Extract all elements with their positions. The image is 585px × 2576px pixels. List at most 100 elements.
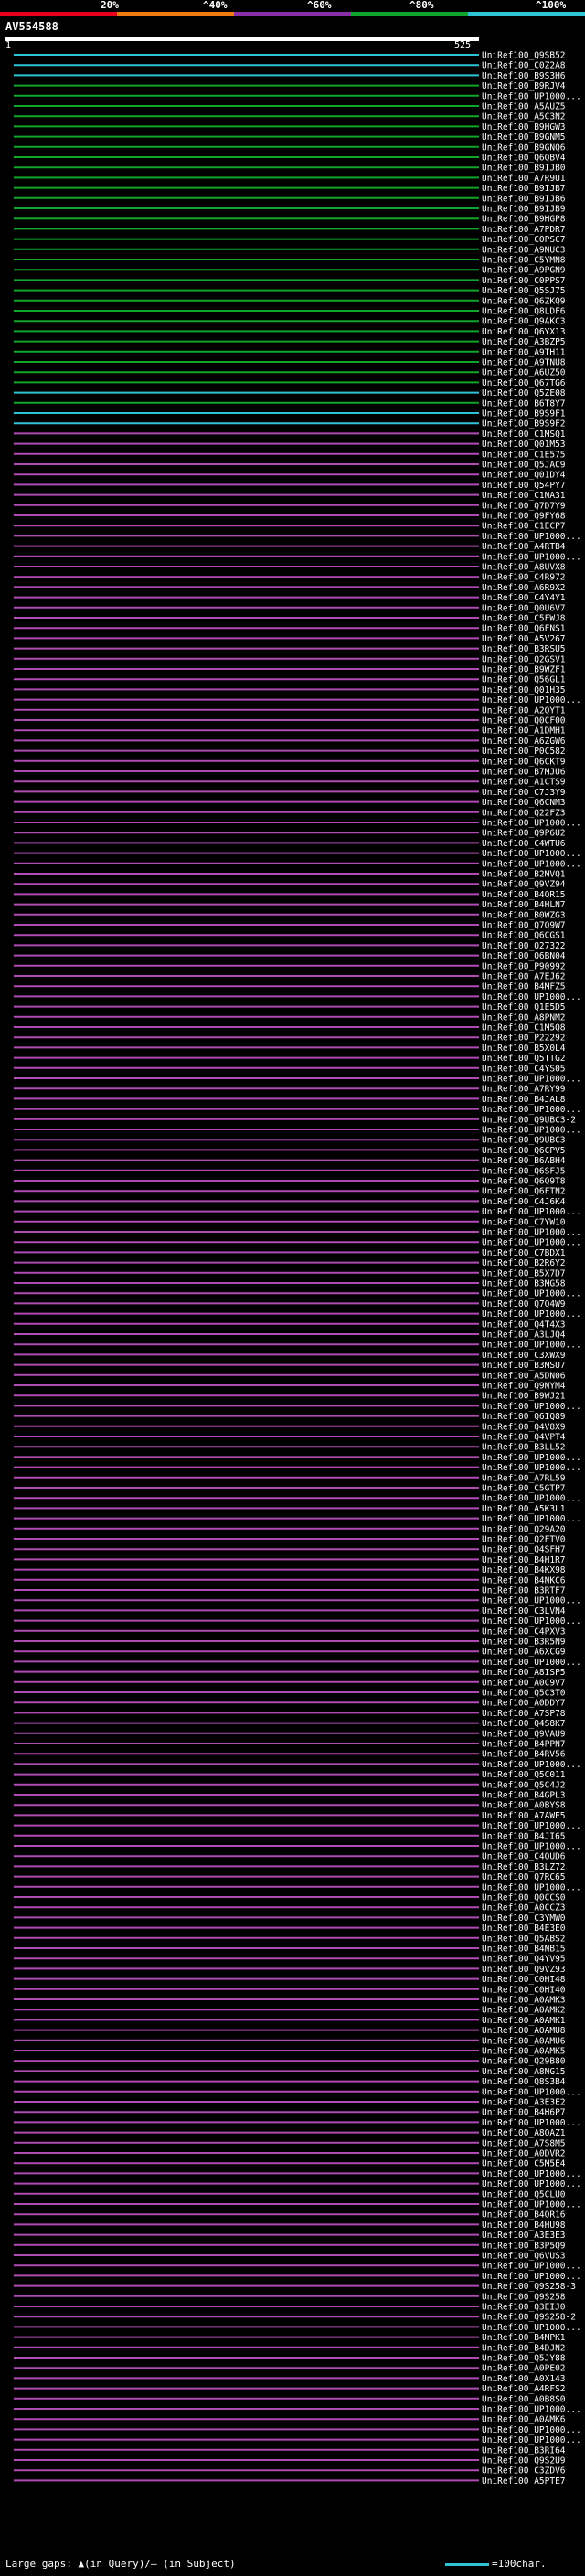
hit-label[interactable]: UniRef100_Q5JY88	[482, 2354, 566, 2364]
hit-label[interactable]: UniRef100_B4HU98	[482, 2221, 566, 2231]
hit-label[interactable]: UniRef100_B4H1R7	[482, 1555, 566, 1565]
hit-label[interactable]: UniRef100_UP1000...	[482, 1463, 581, 1473]
hit-label[interactable]: UniRef100_A4RFS2	[482, 2384, 566, 2394]
hit-label[interactable]: UniRef100_UP1000...	[482, 1075, 581, 1085]
hit-label[interactable]: UniRef100_A6UZ50	[482, 368, 566, 378]
hit-label[interactable]: UniRef100_C3YMW0	[482, 1913, 566, 1924]
hit-label[interactable]: UniRef100_Q6BN04	[482, 951, 566, 961]
hit-label[interactable]: UniRef100_Q6CKT9	[482, 757, 566, 767]
hit-label[interactable]: UniRef100_B6T8Y7	[482, 398, 566, 408]
hit-label[interactable]: UniRef100_Q7Q4W9	[482, 1299, 566, 1309]
hit-label[interactable]: UniRef100_Q4T4X3	[482, 1320, 566, 1330]
hit-label[interactable]: UniRef100_Q0CF00	[482, 716, 566, 726]
hit-label[interactable]: UniRef100_Q22FZ3	[482, 808, 566, 818]
hit-label[interactable]: UniRef100_Q29A20	[482, 1524, 566, 1534]
hit-label[interactable]: UniRef100_Q56GL1	[482, 675, 566, 685]
hit-label[interactable]: UniRef100_B9HGP8	[482, 215, 566, 225]
hit-label[interactable]: UniRef100_UP1000...	[482, 552, 581, 562]
hit-label[interactable]: UniRef100_C5YMN8	[482, 256, 566, 266]
hit-label[interactable]: UniRef100_A6R9X2	[482, 583, 566, 593]
hit-label[interactable]: UniRef100_B3RI64	[482, 2445, 566, 2455]
hit-label[interactable]: UniRef100_UP1000...	[482, 2323, 581, 2333]
hit-label[interactable]: UniRef100_C1E575	[482, 450, 566, 460]
hit-label[interactable]: UniRef100_A7PDR7	[482, 225, 566, 235]
hit-label[interactable]: UniRef100_C0HI48	[482, 1975, 566, 1985]
hit-label[interactable]: UniRef100_B9WZF1	[482, 665, 566, 675]
hit-label[interactable]: UniRef100_C4QUD6	[482, 1852, 566, 1862]
hit-label[interactable]: UniRef100_B9IJB6	[482, 194, 566, 204]
hit-label[interactable]: UniRef100_A7AWE5	[482, 1811, 566, 1821]
hit-label[interactable]: UniRef100_Q6Q9T8	[482, 1177, 566, 1187]
hit-label[interactable]: UniRef100_Q9S258-2	[482, 2313, 576, 2323]
hit-label[interactable]: UniRef100_B4QR15	[482, 890, 566, 900]
hit-label[interactable]: UniRef100_B9GNQ6	[482, 143, 566, 153]
hit-label[interactable]: UniRef100_B3R5N9	[482, 1638, 566, 1648]
hit-label[interactable]: UniRef100_Q5ABS2	[482, 1934, 566, 1944]
hit-label[interactable]: UniRef100_Q6VUS3	[482, 2252, 566, 2262]
hit-label[interactable]: UniRef100_Q9FY68	[482, 512, 566, 522]
hit-label[interactable]: UniRef100_UP1000...	[482, 1494, 581, 1504]
hit-label[interactable]: UniRef100_B3MSU7	[482, 1361, 566, 1371]
hit-label[interactable]: UniRef100_B0WZG3	[482, 910, 566, 920]
hit-label[interactable]: UniRef100_A0AMU6	[482, 2036, 566, 2046]
hit-label[interactable]: UniRef100_A8NG15	[482, 2067, 566, 2077]
hit-label[interactable]: UniRef100_Q1E5D5	[482, 1002, 566, 1012]
hit-label[interactable]: UniRef100_UP1000...	[482, 1453, 581, 1463]
hit-label[interactable]: UniRef100_C1NA31	[482, 491, 566, 501]
hit-label[interactable]: UniRef100_Q4VPT4	[482, 1433, 566, 1443]
hit-label[interactable]: UniRef100_C0PSC7	[482, 235, 566, 245]
hit-label[interactable]: UniRef100_B9IJB7	[482, 184, 566, 194]
hit-label[interactable]: UniRef100_B4PPN7	[482, 1740, 566, 1750]
hit-label[interactable]: UniRef100_A8UVX8	[482, 563, 566, 573]
hit-label[interactable]: UniRef100_UP1000...	[482, 992, 581, 1002]
hit-label[interactable]: UniRef100_UP1000...	[482, 1207, 581, 1217]
hit-label[interactable]: UniRef100_C4R972	[482, 573, 566, 583]
hit-label[interactable]: UniRef100_B2MVQ1	[482, 870, 566, 880]
hit-label[interactable]: UniRef100_UP1000...	[482, 91, 581, 101]
hit-label[interactable]: UniRef100_Q9UBC3	[482, 1136, 566, 1146]
hit-label[interactable]: UniRef100_P22292	[482, 1034, 566, 1044]
hit-label[interactable]: UniRef100_A6ZGW6	[482, 737, 566, 747]
hit-label[interactable]: UniRef100_Q5TTG2	[482, 1054, 566, 1064]
hit-label[interactable]: UniRef100_A7SP78	[482, 1709, 566, 1719]
hit-label[interactable]: UniRef100_A3E3E2	[482, 2098, 566, 2108]
hit-label[interactable]: UniRef100_C5FWJ8	[482, 614, 566, 624]
hit-label[interactable]: UniRef100_A8QAZ1	[482, 2128, 566, 2138]
hit-label[interactable]: UniRef100_A0DVR2	[482, 2149, 566, 2159]
hit-label[interactable]: UniRef100_Q67TG6	[482, 378, 566, 388]
hit-label[interactable]: UniRef100_C7BDX1	[482, 1248, 566, 1258]
hit-label[interactable]: UniRef100_UP1000...	[482, 2435, 581, 2445]
hit-label[interactable]: UniRef100_C4WTU6	[482, 839, 566, 849]
hit-label[interactable]: UniRef100_B4H6P7	[482, 2108, 566, 2118]
hit-label[interactable]: UniRef100_Q9VAU9	[482, 1729, 566, 1739]
hit-label[interactable]: UniRef100_UP1000...	[482, 1105, 581, 1115]
hit-label[interactable]: UniRef100_UP1000...	[482, 819, 581, 829]
hit-label[interactable]: UniRef100_B3RTF7	[482, 1586, 566, 1596]
hit-label[interactable]: UniRef100_B9S9F2	[482, 419, 566, 429]
hit-label[interactable]: UniRef100_B6ABH4	[482, 1156, 566, 1166]
hit-label[interactable]: UniRef100_UP1000...	[482, 1402, 581, 1412]
hit-label[interactable]: UniRef100_Q7Q9W7	[482, 921, 566, 931]
hit-label[interactable]: UniRef100_C4Y4Y1	[482, 593, 566, 603]
hit-label[interactable]: UniRef100_C3LVN4	[482, 1606, 566, 1617]
hit-label[interactable]: UniRef100_Q9VZ94	[482, 880, 566, 890]
hit-label[interactable]: UniRef100_A9TH11	[482, 347, 566, 357]
hit-label[interactable]: UniRef100_Q5ZE08	[482, 388, 566, 398]
hit-label[interactable]: UniRef100_A7EJ62	[482, 972, 566, 982]
hit-label[interactable]: UniRef100_B3RSU5	[482, 644, 566, 654]
hit-label[interactable]: UniRef100_Q4V8X9	[482, 1422, 566, 1432]
hit-label[interactable]: UniRef100_A0AMK2	[482, 2006, 566, 2016]
hit-label[interactable]: UniRef100_UP1000...	[482, 1596, 581, 1606]
hit-label[interactable]: UniRef100_UP1000...	[482, 2405, 581, 2415]
hit-label[interactable]: UniRef100_Q54PY7	[482, 481, 566, 491]
hit-label[interactable]: UniRef100_B9HGW3	[482, 122, 566, 133]
hit-label[interactable]: UniRef100_B4NB15	[482, 1945, 566, 1955]
hit-label[interactable]: UniRef100_Q27322	[482, 941, 566, 951]
hit-label[interactable]: UniRef100_Q2GSV1	[482, 654, 566, 664]
hit-label[interactable]: UniRef100_UP1000...	[482, 1126, 581, 1136]
hit-label[interactable]: UniRef100_C3ZDV6	[482, 2466, 566, 2476]
hit-label[interactable]: UniRef100_A0AMU8	[482, 2026, 566, 2036]
hit-label[interactable]: UniRef100_A7R9U1	[482, 174, 566, 184]
hit-label[interactable]: UniRef100_B3P5Q9	[482, 2241, 566, 2251]
hit-label[interactable]: UniRef100_Q9VZ93	[482, 1965, 566, 1975]
